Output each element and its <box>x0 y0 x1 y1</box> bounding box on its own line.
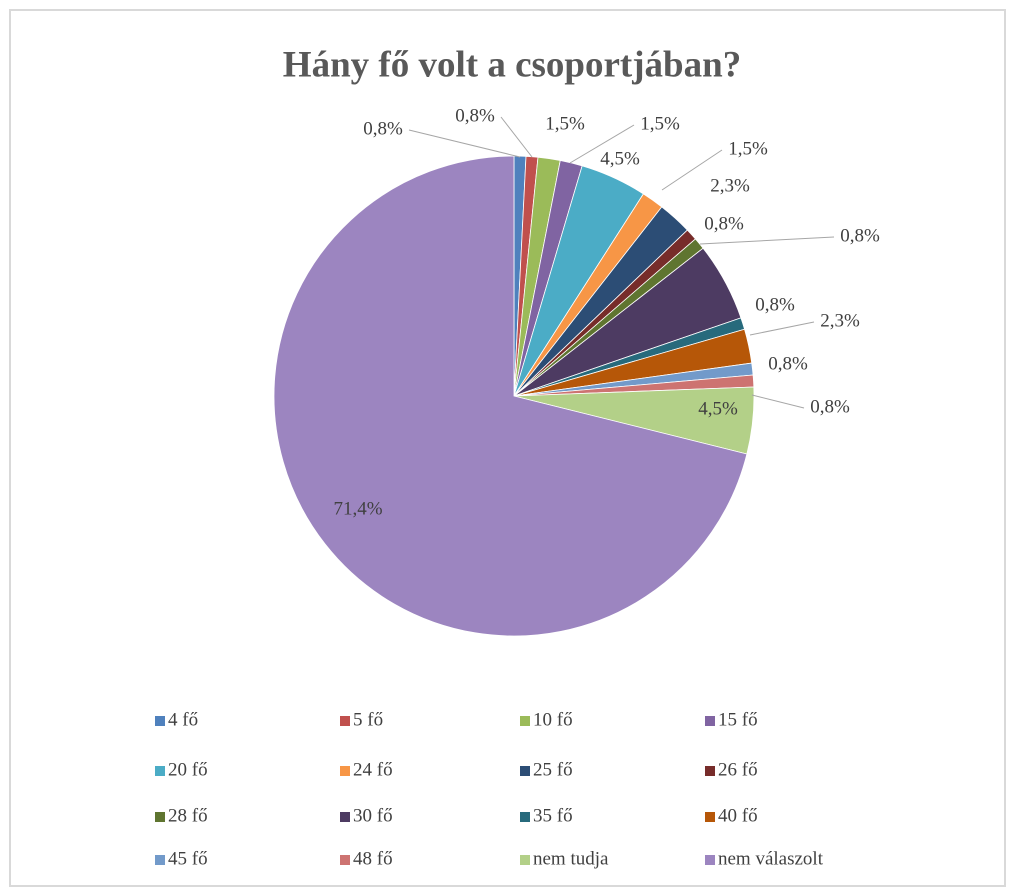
data-label: 0,8% <box>768 353 808 374</box>
data-label: 4,5% <box>600 148 640 169</box>
legend-label: 5 fő <box>353 709 383 730</box>
legend-label: nem válaszolt <box>718 848 824 869</box>
leader-line <box>569 124 635 164</box>
data-label: 0,8% <box>810 396 850 417</box>
data-label: 1,5% <box>640 113 680 134</box>
leader-line <box>661 149 723 191</box>
data-label: 0,8% <box>455 105 495 126</box>
leader-line <box>749 321 815 336</box>
data-label: 4,5% <box>698 398 738 419</box>
legend-swatch <box>705 812 715 822</box>
data-label: 1,5% <box>728 138 768 159</box>
legend-label: 48 fő <box>353 848 393 869</box>
pie-slice <box>273 155 748 637</box>
legend-label: 20 fő <box>168 759 208 780</box>
data-label: 2,3% <box>710 175 750 196</box>
legend-label: 30 fő <box>353 805 393 826</box>
legend-label: 15 fő <box>718 709 758 730</box>
legend-swatch <box>155 812 165 822</box>
legend-swatch <box>520 716 530 726</box>
data-label: 2,3% <box>820 310 860 331</box>
legend-swatch <box>520 855 530 865</box>
data-label: 0,8% <box>704 213 744 234</box>
legend-label: nem tudja <box>533 848 609 869</box>
legend-label: 45 fő <box>168 848 208 869</box>
legend-swatch <box>340 716 350 726</box>
legend-label: 10 fő <box>533 709 573 730</box>
legend-swatch <box>705 855 715 865</box>
legend-swatch <box>520 766 530 776</box>
legend-swatch <box>340 855 350 865</box>
data-label: 71,4% <box>333 498 382 519</box>
leader-line <box>699 236 835 245</box>
legend-label: 35 fő <box>533 805 573 826</box>
legend-label: 4 fő <box>168 709 198 730</box>
chart-title: Hány fő volt a csoportjában? <box>283 44 741 85</box>
data-label: 1,5% <box>545 113 585 134</box>
legend-label: 26 fő <box>718 759 758 780</box>
legend-swatch <box>155 766 165 776</box>
legend-swatch <box>340 812 350 822</box>
data-label: 0,8% <box>363 118 403 139</box>
data-label: 0,8% <box>840 225 880 246</box>
legend-label: 24 fő <box>353 759 393 780</box>
leader-line <box>751 394 805 409</box>
legend-swatch <box>155 716 165 726</box>
legend-swatch <box>705 716 715 726</box>
data-label: 0,8% <box>755 294 795 315</box>
legend-label: 28 fő <box>168 805 208 826</box>
legend-swatch <box>155 855 165 865</box>
legend-swatch <box>520 812 530 822</box>
legend-swatch <box>340 766 350 776</box>
leader-line <box>500 116 533 158</box>
legend-swatch <box>705 766 715 776</box>
leader-line <box>408 129 521 158</box>
legend-label: 40 fő <box>718 805 758 826</box>
legend-label: 25 fő <box>533 759 573 780</box>
